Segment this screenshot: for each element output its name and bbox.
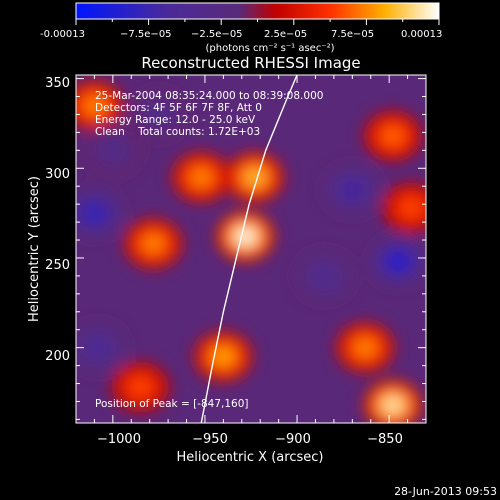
emission-source — [143, 234, 164, 253]
colorbar-tick-label: −7.5e−05 — [120, 29, 172, 40]
negative-residual — [87, 338, 109, 357]
emission-source — [355, 338, 376, 357]
emission-source — [235, 227, 256, 246]
y-tick-label: 300 — [45, 167, 70, 182]
y-tick-label: 250 — [45, 258, 70, 273]
negative-residual — [84, 204, 105, 222]
x-tick-label: −1000 — [97, 432, 141, 447]
solar-limb-line — [200, 75, 298, 423]
colorbar-tick-label: 7.5e−05 — [331, 29, 374, 40]
colorbar-unit-label: (photons cm⁻² s⁻¹ asec⁻²) — [205, 43, 334, 54]
emission-source — [401, 198, 422, 217]
emission-source — [84, 96, 105, 115]
chart-title: Reconstructed RHESSI Image — [141, 54, 360, 72]
annotation-detectors: Detectors: 4F 5F 6F 7F 8F, Att 0 — [95, 102, 262, 114]
emission-source — [382, 396, 404, 414]
negative-residual — [148, 105, 170, 124]
x-axis-label: Heliocentric X (arcsec) — [177, 450, 324, 465]
x-tick-label: −850 — [367, 432, 403, 447]
y-tick-label: 350 — [45, 76, 70, 91]
annotation-total-counts: Clean Total counts: 1.72E+03 — [95, 126, 260, 138]
plot-frame — [75, 74, 427, 424]
x-tick-label: −950 — [192, 432, 228, 447]
negative-residual — [102, 141, 124, 160]
emission-source — [213, 347, 234, 366]
colorbar-tick-label: 2.5e−05 — [264, 29, 307, 40]
colorbar-tick-label: 0.00013 — [401, 29, 442, 40]
heatmap-sources — [76, 79, 426, 423]
emission-source — [191, 168, 212, 187]
annotation-time-range: 25-Mar-2004 08:35:24.000 to 08:39:08.000 — [95, 90, 323, 102]
emission-source — [382, 127, 404, 145]
y-axis-label: Heliocentric Y (arcsec) — [27, 176, 42, 322]
emission-source — [130, 378, 151, 396]
colorbar-tick-label: -0.00013 — [40, 29, 85, 40]
negative-residual — [342, 180, 363, 199]
timestamp: 28-Jun-2013 09:53 — [394, 485, 497, 498]
y-tick-label: 200 — [45, 349, 70, 364]
emission-source — [244, 168, 265, 187]
peak-position-label: Position of Peak = [-847,160] — [95, 398, 249, 410]
x-tick-label: −900 — [275, 432, 311, 447]
annotation-energy-range: Energy Range: 12.0 - 25.0 keV — [95, 114, 256, 126]
negative-residual — [314, 267, 335, 285]
colorbar-tick-label: −2.5e−05 — [191, 29, 243, 40]
colorbar — [75, 2, 440, 20]
negative-residual — [388, 252, 409, 271]
